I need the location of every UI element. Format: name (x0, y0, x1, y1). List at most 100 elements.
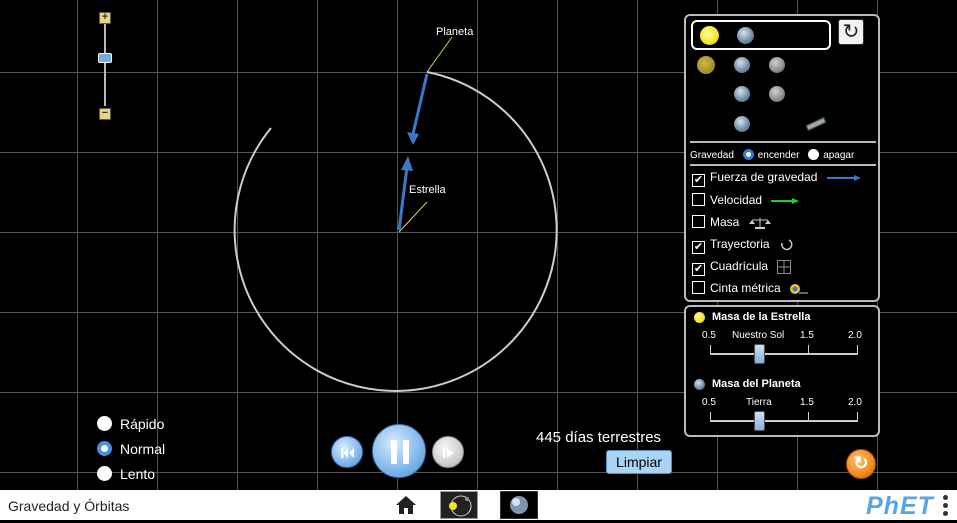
elapsed-time-readout: 445 días terrestres (536, 429, 662, 446)
home-icon[interactable] (395, 495, 417, 515)
slider-tick (857, 412, 858, 420)
app-title: Gravedad y Órbitas (8, 498, 130, 514)
checkbox-tape-measure[interactable]: Cinta métrica (692, 280, 809, 296)
gravity-on-label[interactable]: encender (757, 150, 800, 161)
pause-icon (391, 440, 409, 464)
radio-button[interactable] (97, 466, 112, 481)
slider-tick-label: 1.5 (800, 330, 814, 341)
checkbox-grid[interactable]: ✔ Cuadrícula (692, 258, 792, 276)
screen-tab-model[interactable] (440, 491, 478, 519)
phet-logo[interactable]: PhET (866, 492, 934, 520)
grid-icon (777, 259, 792, 274)
planet-mass-slider-thumb[interactable] (754, 411, 765, 431)
planet-mass-title: Masa del Planeta (712, 378, 801, 390)
checkbox-checked-icon[interactable]: ✔ (692, 241, 705, 254)
slider-tick (710, 412, 711, 420)
gravity-toggle: Gravedad encender apagar (690, 149, 854, 161)
rewind-button[interactable] (331, 436, 363, 468)
checkbox-unchecked-icon[interactable] (692, 193, 705, 206)
checkbox-gravity-force[interactable]: ✔ Fuerza de gravedad (692, 169, 861, 187)
slider-tick-label: 0.5 (702, 330, 716, 341)
satellite-icon (805, 117, 827, 131)
play-pause-button[interactable] (372, 424, 426, 478)
gravity-on-radio[interactable] (742, 149, 754, 160)
slider-tick-label: 2.0 (848, 397, 862, 408)
panel-divider (690, 164, 876, 166)
speed-option-normal[interactable]: Normal (97, 441, 165, 457)
slider-tick-label: 0.5 (702, 397, 716, 408)
phet-menu-icon[interactable] (943, 495, 949, 519)
earth-icon (734, 57, 750, 73)
speed-label: Normal (120, 441, 166, 457)
slider-tick (857, 345, 858, 353)
mass-sliders-panel: Masa de la Estrella 0.5 Nuestro Sol 1.5 … (684, 305, 880, 437)
star-label-leader (398, 201, 428, 233)
scale-icon (748, 217, 771, 229)
sun-icon (700, 26, 719, 45)
moon-icon (769, 57, 785, 73)
earth-icon (734, 116, 750, 132)
reset-system-button[interactable]: ↻ (838, 19, 864, 45)
checkbox-mass[interactable]: Masa (692, 214, 771, 230)
star-mass-icon (694, 312, 705, 323)
step-forward-icon (443, 448, 454, 458)
star-mass-slider-track[interactable] (710, 353, 858, 355)
star-mass-slider-thumb[interactable] (754, 344, 765, 364)
panel-divider (690, 141, 876, 143)
checkbox-label: Cinta métrica (710, 281, 781, 295)
slider-tick-label: 2.0 (848, 330, 862, 341)
planet-label: Planeta (436, 26, 474, 38)
checkbox-velocity[interactable]: Velocidad (692, 192, 800, 208)
moon-icon (769, 86, 785, 102)
planet-gravity-force-arrow (407, 73, 429, 145)
slider-tick-label: Tierra (746, 397, 772, 408)
slider-tick (710, 345, 711, 353)
gravity-arrow-icon (826, 174, 861, 181)
gravity-off-label[interactable]: apagar (823, 150, 855, 161)
radio-button-selected[interactable] (97, 441, 112, 456)
checkbox-unchecked-icon[interactable] (692, 281, 705, 294)
zoom-out-button[interactable]: − (99, 108, 111, 120)
model-screen-icon (441, 492, 477, 518)
selected-system-sun-earth[interactable] (691, 20, 831, 50)
slider-tick (808, 345, 809, 353)
velocity-arrow-icon (771, 197, 800, 204)
clear-time-button[interactable]: Limpiar (606, 450, 672, 474)
step-button[interactable] (432, 436, 464, 468)
checkbox-label: Velocidad (710, 193, 763, 207)
speed-option-fast[interactable]: Rápido (97, 416, 164, 432)
navigation-bar: Gravedad y Órbitas PhET (0, 490, 957, 520)
speed-label: Rápido (120, 416, 165, 432)
zoom-in-button[interactable]: + (99, 12, 111, 24)
planet-label-leader (426, 36, 453, 73)
screen-tab-to-scale[interactable] (500, 491, 538, 519)
planet-mass-slider-track[interactable] (710, 420, 858, 422)
tape-measure-icon (790, 283, 809, 294)
checkbox-path[interactable]: ✔ Trayectoria (692, 236, 793, 254)
checkbox-label: Masa (710, 215, 740, 229)
sun-icon (697, 56, 715, 74)
earth-icon (737, 27, 754, 44)
body-selection-panel: ↻ Gravedad encender apagar ✔ Fuerza de gr… (684, 14, 880, 302)
planet-mass-icon (694, 379, 705, 390)
slider-tick (808, 412, 809, 420)
checkbox-unchecked-icon[interactable] (692, 215, 705, 228)
planet-trajectory (233, 71, 558, 392)
zoom-slider-thumb[interactable] (98, 53, 112, 63)
gravity-off-radio[interactable] (808, 149, 820, 160)
radio-button[interactable] (97, 416, 112, 431)
to-scale-screen-icon (501, 492, 537, 518)
star-mass-title: Masa de la Estrella (712, 311, 811, 323)
speed-option-slow[interactable]: Lento (97, 466, 155, 482)
checkbox-label: Trayectoria (710, 237, 770, 251)
reset-all-button[interactable]: ↻ (846, 449, 876, 479)
earth-icon (734, 86, 750, 102)
star-gravity-force-arrow (397, 156, 413, 231)
checkbox-checked-icon[interactable]: ✔ (692, 174, 705, 187)
rewind-icon (341, 448, 354, 458)
slider-tick-label: Nuestro Sol (732, 330, 785, 341)
checkbox-checked-icon[interactable]: ✔ (692, 263, 705, 276)
path-icon (780, 239, 793, 251)
zoom-track[interactable] (104, 24, 106, 106)
orbit-canvas (233, 36, 558, 392)
